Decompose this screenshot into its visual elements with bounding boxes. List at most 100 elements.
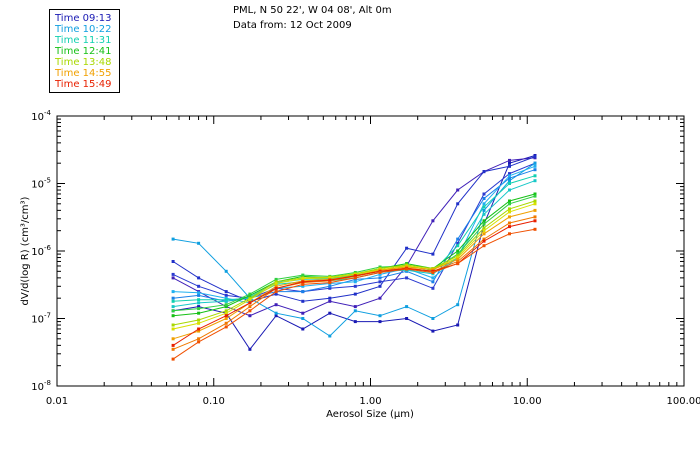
chart-location: PML, N 50 22', W 04 08', Alt 0m — [233, 5, 392, 16]
x-tick-label: 0.01 — [46, 396, 68, 407]
data-point — [171, 296, 175, 300]
data-point — [482, 170, 486, 174]
data-point — [197, 321, 201, 325]
data-point — [274, 282, 278, 285]
data-point — [533, 208, 537, 212]
data-point — [482, 205, 486, 209]
data-point — [508, 158, 511, 162]
data-point — [456, 252, 460, 256]
data-point — [378, 276, 382, 280]
data-point — [197, 301, 201, 305]
data-point — [456, 244, 460, 248]
data-point — [431, 317, 435, 320]
data-point — [224, 309, 228, 313]
data-point — [224, 325, 228, 329]
data-point — [171, 327, 175, 331]
x-axis-label: Aerosol Size (µm) — [326, 409, 414, 420]
data-point — [508, 174, 511, 178]
legend: Time 09:13 Time 10:22 Time 11:31 Time 12… — [49, 9, 120, 93]
data-point — [508, 161, 511, 165]
x-tick-label: 0.10 — [203, 396, 225, 407]
data-point — [456, 256, 460, 259]
y-tick-label: 10-7 — [31, 312, 51, 326]
data-point — [378, 320, 382, 324]
data-point — [171, 314, 175, 318]
data-point — [301, 317, 305, 320]
data-point — [171, 347, 175, 351]
data-point — [378, 272, 382, 276]
data-point — [456, 202, 460, 206]
data-point — [378, 280, 382, 284]
data-point — [353, 320, 357, 324]
data-point — [431, 276, 435, 280]
data-point — [482, 212, 486, 216]
data-point — [328, 284, 332, 288]
y-axis-label: dV/d(log R) (cm³/cm³) — [20, 196, 31, 305]
data-point — [533, 168, 537, 172]
data-point — [224, 298, 228, 302]
data-point — [508, 202, 511, 206]
data-point — [171, 237, 175, 241]
data-point — [353, 276, 357, 280]
data-point — [431, 286, 435, 290]
data-point — [533, 179, 537, 183]
data-point — [405, 317, 409, 320]
data-point — [533, 192, 537, 196]
data-point — [378, 314, 382, 318]
data-point — [431, 271, 435, 274]
legend-item: Time 10:22 — [55, 24, 112, 35]
data-point — [171, 337, 175, 341]
legend-item: Time 11:31 — [55, 35, 112, 46]
data-point — [533, 227, 537, 231]
data-point — [248, 292, 252, 296]
data-point — [456, 262, 460, 266]
data-point — [224, 269, 228, 273]
data-point — [171, 290, 175, 294]
data-point — [508, 164, 511, 168]
data-point — [482, 219, 486, 223]
data-point — [248, 305, 252, 309]
data-point — [508, 179, 511, 183]
data-point — [224, 314, 228, 318]
data-point — [171, 323, 175, 327]
data-point — [171, 357, 175, 361]
data-point — [405, 276, 409, 280]
data-point — [274, 284, 278, 288]
data-point — [482, 202, 486, 206]
data-point — [533, 161, 537, 165]
data-point — [171, 276, 175, 280]
data-point — [431, 329, 435, 333]
data-point — [224, 299, 228, 303]
data-point — [248, 298, 252, 302]
data-point — [353, 292, 357, 296]
data-point — [197, 307, 201, 311]
x-tick-label: 100.00 — [667, 396, 700, 407]
data-point — [301, 327, 305, 331]
data-point — [405, 246, 409, 250]
data-point — [197, 241, 201, 245]
data-point — [171, 299, 175, 303]
data-point — [171, 309, 175, 313]
data-point — [301, 290, 305, 294]
data-point — [301, 284, 305, 288]
data-point — [431, 252, 435, 256]
legend-item: Time 14:55 — [55, 68, 112, 79]
data-point — [328, 286, 332, 290]
data-point — [533, 199, 537, 203]
data-point — [456, 237, 460, 241]
data-point — [533, 155, 537, 159]
legend-item: Time 12:41 — [55, 46, 112, 57]
data-point — [508, 225, 511, 229]
legend-item: Time 15:49 — [55, 79, 112, 90]
data-point — [508, 215, 511, 219]
data-point — [508, 232, 511, 236]
data-point — [197, 318, 201, 322]
data-point — [274, 290, 278, 294]
data-point — [482, 197, 486, 200]
data-point — [197, 327, 201, 331]
data-point — [431, 268, 435, 272]
data-point — [431, 219, 435, 223]
data-point — [533, 219, 537, 223]
data-point — [197, 340, 201, 344]
